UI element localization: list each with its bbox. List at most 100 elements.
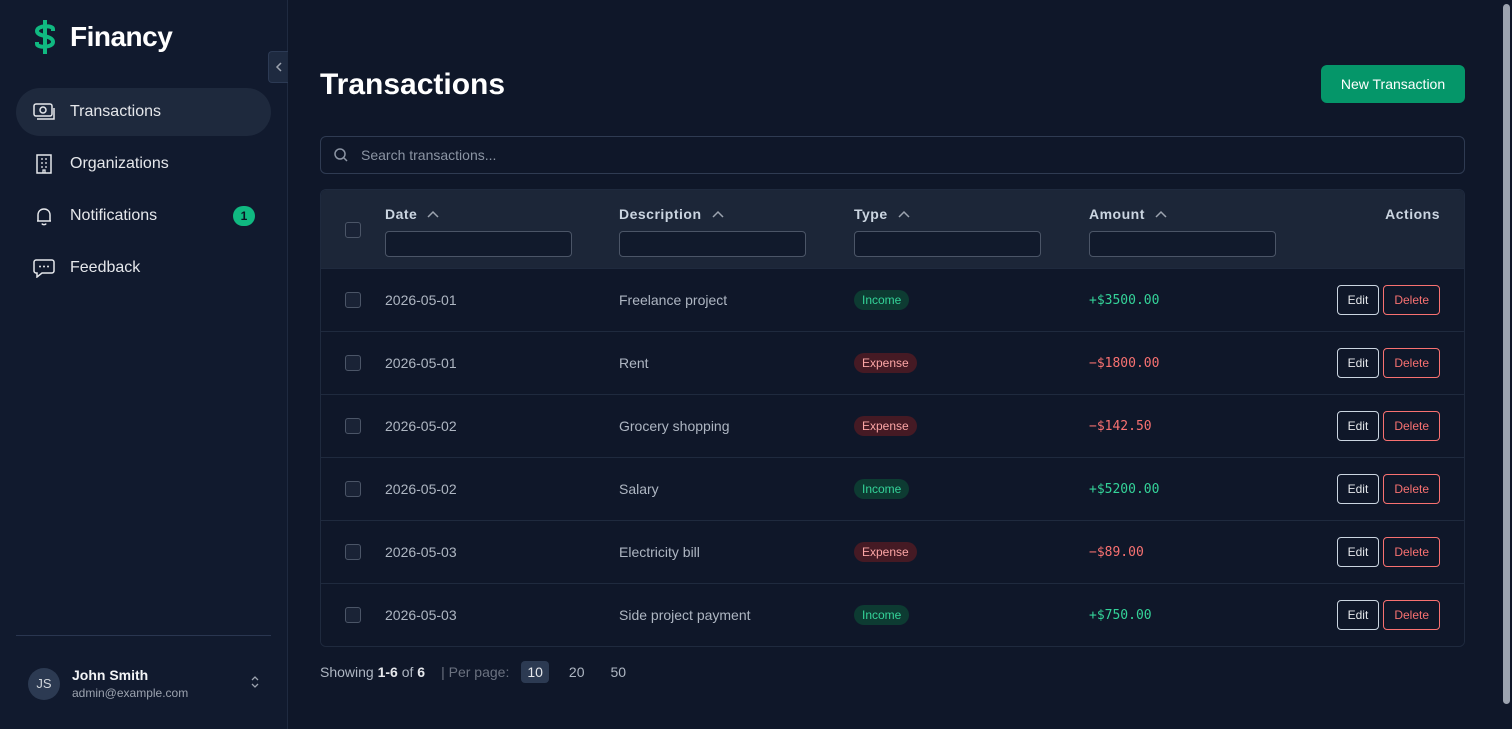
column-header-amount[interactable]: Amount (1089, 206, 1167, 222)
table-header: Date Description Type Amount Actions (321, 190, 1464, 268)
banknote-icon (32, 100, 56, 124)
search-box (320, 136, 1465, 174)
brand[interactable]: Financy (30, 20, 173, 54)
delete-button[interactable]: Delete (1383, 411, 1440, 441)
scrollbar[interactable] (1500, 0, 1512, 729)
sort-asc-icon (1155, 210, 1167, 218)
actions-cell: Edit Delete (1336, 332, 1440, 394)
table-row: 2026-05-02 Salary Income +$5200.00 Edit Delet… (321, 457, 1464, 520)
description-cell: Rent (619, 355, 649, 371)
date-cell: 2026-05-01 (385, 292, 457, 308)
description-cell: Salary (619, 481, 659, 497)
date-cell: 2026-05-03 (385, 544, 457, 560)
amount-filter-input[interactable] (1089, 231, 1276, 257)
showing-label: Showing (320, 664, 374, 680)
row-checkbox[interactable] (345, 355, 361, 371)
description-cell: Side project payment (619, 607, 751, 623)
delete-button[interactable]: Delete (1383, 285, 1440, 315)
per-page-option-20[interactable]: 20 (568, 664, 585, 680)
type-cell: Income (854, 269, 910, 331)
new-transaction-button[interactable]: New Transaction (1321, 65, 1465, 103)
type-cell: Income (854, 458, 910, 520)
user-email: admin@example.com (72, 686, 189, 700)
row-checkbox[interactable] (345, 544, 361, 560)
search-icon (334, 148, 348, 162)
sidebar-item-label: Organizations (70, 155, 169, 172)
sidebar-item-feedback[interactable]: Feedback (16, 244, 271, 292)
edit-button[interactable]: Edit (1336, 537, 1380, 567)
notification-count-badge: 1 (233, 206, 255, 226)
type-cell: Expense (854, 332, 917, 394)
sidebar-item-organizations[interactable]: Organizations (16, 140, 271, 188)
date-filter-input[interactable] (385, 231, 572, 257)
column-header-type[interactable]: Type (854, 206, 910, 222)
table-body: 2026-05-01 Freelance project Income +$3500.… (321, 268, 1464, 646)
edit-button[interactable]: Edit (1336, 348, 1380, 378)
column-header-actions: Actions (1385, 206, 1440, 222)
date-cell: 2026-05-02 (385, 481, 457, 497)
column-label: Amount (1089, 206, 1145, 222)
chevron-left-icon (275, 62, 282, 72)
sort-asc-icon (898, 210, 910, 218)
type-badge: Income (854, 290, 910, 310)
sidebar-item-transactions[interactable]: Transactions (16, 88, 271, 136)
collapse-sidebar-button[interactable] (268, 51, 288, 83)
chevrons-up-down-icon (250, 675, 260, 694)
amount-cell: −$89.00 (1089, 544, 1144, 560)
edit-button[interactable]: Edit (1336, 285, 1380, 315)
table-row: 2026-05-03 Side project payment Income +$75… (321, 583, 1464, 646)
table-row: 2026-05-01 Rent Expense −$1800.00 Edit Delete (321, 331, 1464, 394)
delete-button[interactable]: Delete (1383, 348, 1440, 378)
column-header-description[interactable]: Description (619, 206, 724, 222)
select-all-checkbox[interactable] (345, 222, 361, 238)
user-info: John Smith admin@example.com (72, 667, 188, 700)
row-checkbox[interactable] (345, 418, 361, 434)
scrollbar-thumb[interactable] (1503, 4, 1510, 704)
user-menu[interactable]: JS John Smith admin@example.com (28, 667, 260, 700)
description-filter-input[interactable] (619, 231, 806, 257)
sort-asc-icon (711, 210, 724, 218)
amount-cell: −$1800.00 (1089, 355, 1160, 371)
sidebar-item-label: Notifications (70, 207, 158, 224)
row-checkbox[interactable] (345, 292, 361, 308)
type-badge: Expense (854, 353, 917, 373)
edit-button[interactable]: Edit (1336, 600, 1380, 630)
actions-cell: Edit Delete (1336, 521, 1440, 583)
per-page-option-50[interactable]: 50 (610, 664, 627, 680)
showing-range: 1-6 (377, 664, 398, 680)
building-icon (32, 152, 56, 176)
row-checkbox[interactable] (345, 481, 361, 497)
column-label: Description (619, 206, 702, 222)
sidebar: Financy Transactions Organizations (0, 0, 288, 729)
page-title: Transactions (320, 68, 506, 101)
type-filter-input[interactable] (854, 231, 1041, 257)
sidebar-item-label: Feedback (70, 259, 141, 276)
transactions-table: Date Description Type Amount Actions (320, 189, 1465, 647)
date-cell: 2026-05-02 (385, 418, 457, 434)
sort-asc-icon (427, 210, 439, 218)
delete-button[interactable]: Delete (1383, 600, 1440, 630)
actions-cell: Edit Delete (1336, 584, 1440, 646)
description-cell: Electricity bill (619, 544, 700, 560)
edit-button[interactable]: Edit (1336, 474, 1380, 504)
delete-button[interactable]: Delete (1383, 537, 1440, 567)
edit-button[interactable]: Edit (1336, 411, 1380, 441)
type-badge: Expense (854, 542, 917, 562)
pagination: Showing 1-6 of 6 | Per page: 10 20 50 (320, 661, 632, 683)
brand-name: Financy (70, 21, 173, 52)
row-checkbox[interactable] (345, 607, 361, 623)
sidebar-divider (16, 635, 271, 636)
description-cell: Grocery shopping (619, 418, 730, 434)
of-label: of (401, 664, 414, 680)
search-input[interactable] (361, 147, 1464, 163)
column-header-date[interactable]: Date (385, 206, 439, 222)
table-row: 2026-05-02 Grocery shopping Expense −$142.5… (321, 394, 1464, 457)
delete-button[interactable]: Delete (1383, 474, 1440, 504)
per-page-option-10[interactable]: 10 (521, 661, 549, 683)
actions-cell: Edit Delete (1336, 458, 1440, 520)
type-cell: Expense (854, 395, 917, 457)
sidebar-item-notifications[interactable]: Notifications 1 (16, 192, 271, 240)
date-cell: 2026-05-01 (385, 355, 457, 371)
amount-cell: +$3500.00 (1089, 292, 1160, 308)
